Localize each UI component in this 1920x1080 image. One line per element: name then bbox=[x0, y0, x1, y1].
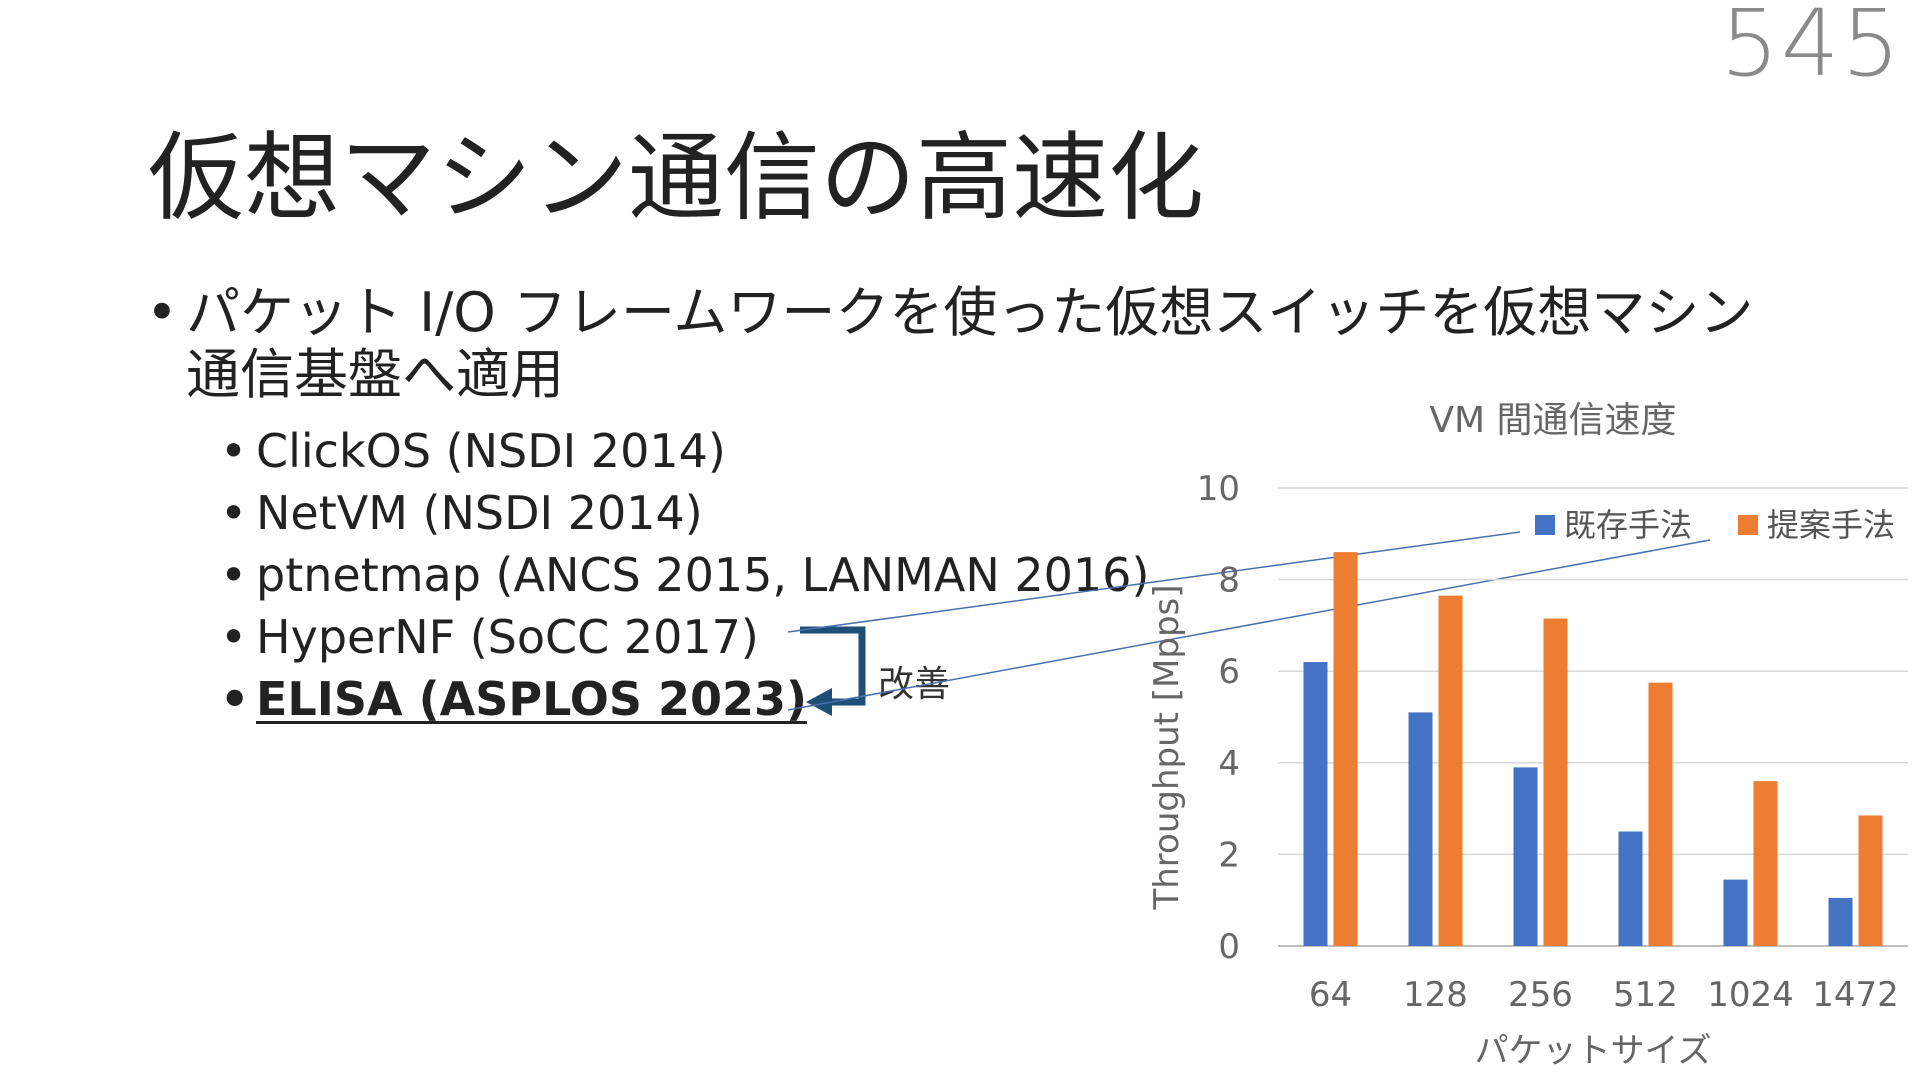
sub-bullet-list: ClickOS (NSDI 2014) NetVM (NSDI 2014) pt… bbox=[220, 420, 1149, 730]
legend-swatch-existing bbox=[1535, 515, 1555, 535]
legend-swatch-proposed bbox=[1738, 515, 1758, 535]
bar-proposed-128 bbox=[1438, 595, 1463, 946]
improvement-label: 改善 bbox=[878, 664, 951, 705]
chart-title: VM 間通信速度 bbox=[1429, 400, 1676, 441]
improvement-arrow bbox=[800, 626, 866, 706]
legend-callout-proposed bbox=[787, 539, 1711, 711]
y-tick-label-0: 0 bbox=[1218, 927, 1240, 967]
x-tick-label-64: 64 bbox=[1309, 975, 1352, 1015]
page-number: 545 bbox=[1720, 0, 1902, 97]
bar-existing-1024 bbox=[1723, 879, 1748, 946]
bar-existing-512 bbox=[1618, 831, 1643, 946]
sub-bullet-ptnetmap: ptnetmap (ANCS 2015, LANMAN 2016) bbox=[220, 544, 1149, 606]
x-tick-label-256: 256 bbox=[1508, 975, 1573, 1015]
legend-label-proposed: 提案手法 bbox=[1767, 506, 1895, 544]
y-axis-title: Throughput [Mpps] bbox=[1147, 584, 1187, 910]
throughput-chart: VM 間通信速度 0 2 4 6 8 10 Throughput [Mpps] 64 128 256… bbox=[1147, 400, 1908, 1071]
slide-title: 仮想マシン通信の高速化 bbox=[148, 122, 1204, 234]
main-bullet-text: パケット I/O フレームワークを使った仮想スイッチを仮想マシン通信基盤へ適用 bbox=[186, 281, 1754, 406]
y-tick-label-2: 2 bbox=[1218, 835, 1240, 875]
x-tick-label-512: 512 bbox=[1613, 975, 1678, 1015]
x-tick-label-128: 128 bbox=[1403, 975, 1468, 1015]
bullet-dot: • bbox=[146, 281, 178, 344]
sub-bullet-hypernf: HyperNF (SoCC 2017) bbox=[220, 606, 1149, 668]
x-tick-label-1024: 1024 bbox=[1707, 975, 1794, 1015]
bar-existing-1472 bbox=[1828, 897, 1853, 946]
sub-bullet-netvm: NetVM (NSDI 2014) bbox=[220, 482, 1149, 544]
bar-proposed-512 bbox=[1648, 682, 1673, 946]
x-tick-label-1472: 1472 bbox=[1812, 975, 1899, 1015]
y-tick-label-8: 8 bbox=[1218, 561, 1240, 601]
sub-bullet-elisa: ELISA (ASPLOS 2023) bbox=[220, 668, 1149, 730]
legend-callout-existing bbox=[787, 531, 1521, 633]
improvement-arrowhead bbox=[806, 688, 832, 716]
bar-proposed-1472 bbox=[1858, 815, 1883, 946]
bar-existing-256 bbox=[1513, 767, 1538, 946]
x-axis-title: パケットサイズ bbox=[1475, 1031, 1712, 1071]
legend-label-existing: 既存手法 bbox=[1564, 506, 1692, 544]
bar-proposed-1024 bbox=[1753, 781, 1778, 946]
bar-existing-128 bbox=[1408, 712, 1433, 946]
y-tick-label-10: 10 bbox=[1197, 469, 1240, 509]
y-tick-label-4: 4 bbox=[1218, 744, 1240, 784]
bar-proposed-64 bbox=[1333, 552, 1358, 946]
sub-bullet-clickos: ClickOS (NSDI 2014) bbox=[220, 420, 1149, 482]
bar-proposed-256 bbox=[1543, 618, 1568, 946]
main-bullet: • パケット I/O フレームワークを使った仮想スイッチを仮想マシン通信基盤へ適… bbox=[146, 282, 1806, 406]
y-tick-label-6: 6 bbox=[1218, 652, 1240, 692]
bar-existing-64 bbox=[1303, 662, 1328, 946]
